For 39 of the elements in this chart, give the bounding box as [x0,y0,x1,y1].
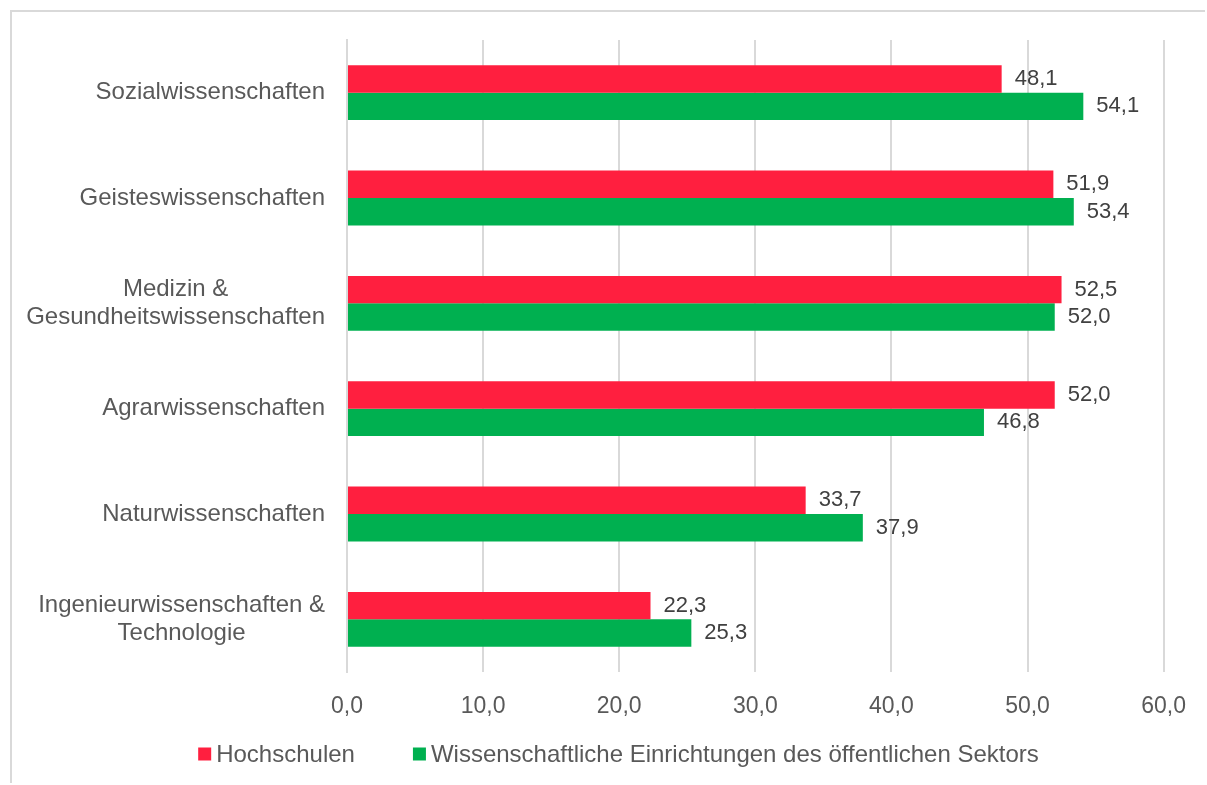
bar [348,619,692,647]
data-label: 25,3 [704,619,748,645]
bar [348,92,1084,121]
bar [348,381,1055,409]
data-label: 22,3 [663,591,707,617]
bar [348,486,806,514]
y-tick-label: Sozialwissenschaften [95,77,325,105]
x-tick-label: 60,0 [1141,692,1186,719]
legend-label: Hochschulen [216,739,355,767]
x-tick-label: 0,0 [331,692,363,719]
data-label: 54,1 [1096,92,1140,118]
data-label: 52,0 [1067,303,1111,329]
bar [348,170,1054,198]
x-tick-label: 40,0 [869,692,914,719]
data-label: 52,0 [1067,381,1111,407]
bar [348,275,1062,304]
data-label: 33,7 [818,486,862,512]
y-tick-label: Agrarwissenschaften [102,393,325,421]
data-label: 46,8 [996,408,1040,434]
x-tick-label: 50,0 [1005,692,1050,719]
bar [348,65,1002,93]
x-tick-label: 20,0 [596,692,642,719]
bar [348,591,651,620]
y-tick-label: Naturwissenschaften [102,498,325,526]
x-tick-label: 10,0 [460,692,506,719]
data-label: 37,9 [875,513,919,539]
legend-label: Wissenschaftliche Einrichtungen des öffentlichen Sektors [430,739,1039,767]
y-tick-label: Medizin & Gesundheitswissenschaften [26,273,325,329]
bar [348,198,1074,226]
y-tick-label: Ingenieurwissenschaften & Technologie [38,589,325,645]
data-label: 51,9 [1066,170,1110,196]
x-tick-label: 30,0 [732,692,778,719]
bar [348,303,1055,331]
bar [348,408,984,437]
bar [348,514,863,542]
data-label: 48,1 [1014,65,1058,91]
data-label: 52,5 [1074,275,1118,301]
y-tick-label: Geisteswissenschaften [79,182,325,210]
data-label: 53,4 [1086,197,1130,223]
